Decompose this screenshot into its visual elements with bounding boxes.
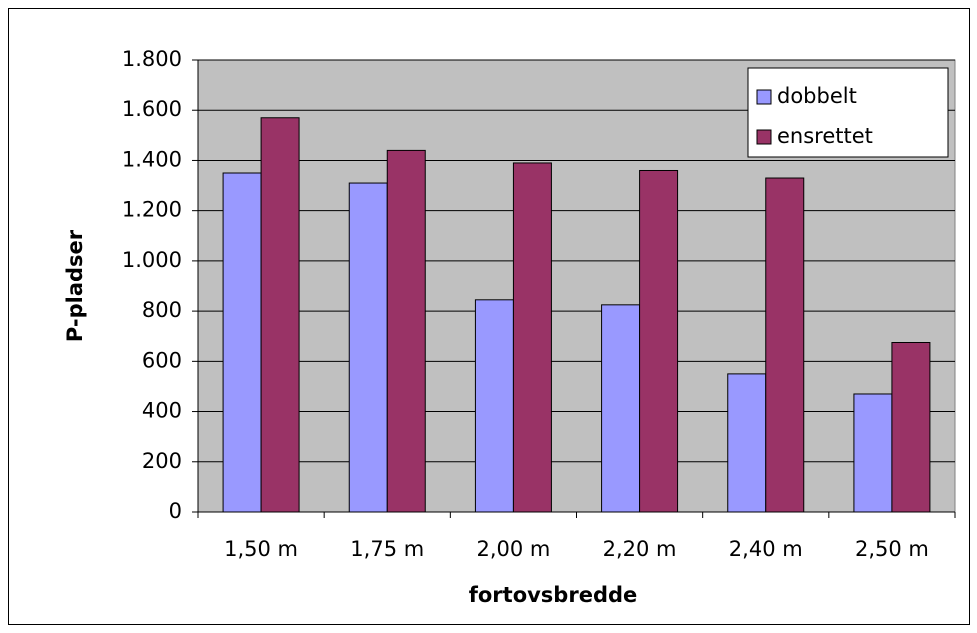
bar (727, 373, 767, 513)
bar (222, 172, 262, 513)
bar (348, 182, 388, 513)
x-tick-label: 2,40 m (729, 537, 803, 561)
y-tick-label: 400 (142, 399, 182, 423)
y-tick-label: 1.000 (122, 248, 182, 272)
y-tick-label: 1.200 (122, 198, 182, 222)
bar (891, 342, 931, 513)
legend-swatch (756, 129, 772, 145)
x-tick-label: 1,50 m (224, 537, 298, 561)
legend-label: ensrettet (777, 124, 873, 148)
y-tick-label: 200 (142, 449, 182, 473)
x-tick-label: 1,75 m (350, 537, 424, 561)
y-tick-label: 1.600 (122, 97, 182, 121)
bar (260, 117, 300, 513)
bar (639, 169, 679, 513)
x-tick-label: 2,50 m (855, 537, 929, 561)
bar (512, 162, 552, 513)
y-tick-label: 600 (142, 348, 182, 372)
legend (747, 67, 949, 158)
y-axis-label: P-pladser (63, 229, 87, 342)
bar (601, 304, 641, 513)
x-tick-label: 2,20 m (603, 537, 677, 561)
bar (853, 393, 893, 513)
y-tick-label: 1.800 (122, 47, 182, 71)
y-tick-label: 1.400 (122, 147, 182, 171)
x-axis-label: fortovsbredde (469, 583, 638, 607)
y-tick-label: 0 (169, 499, 182, 523)
bar (765, 177, 805, 513)
legend-label: dobbelt (777, 84, 857, 108)
y-tick-label: 800 (142, 298, 182, 322)
bar (386, 149, 426, 513)
x-tick-label: 2,00 m (476, 537, 550, 561)
bar (474, 299, 514, 513)
legend-swatch (756, 89, 772, 105)
